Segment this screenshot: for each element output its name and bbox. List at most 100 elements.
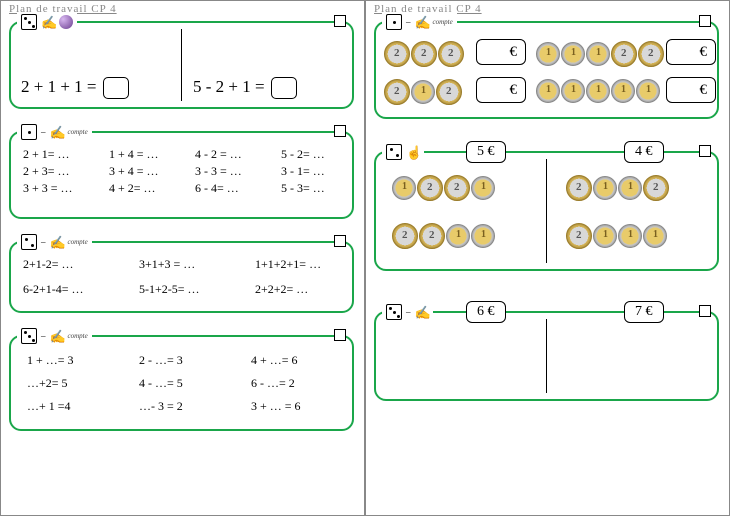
coin-2euro-icon (566, 223, 592, 249)
die-3-icon (386, 304, 402, 320)
euro-symbol: € (510, 82, 518, 99)
euro-answer-box[interactable]: € (666, 77, 716, 103)
coin-1euro-icon (536, 79, 560, 103)
eq: 3+1+3 = … (139, 257, 247, 272)
section-header: ☝ (382, 143, 424, 161)
die-2-icon (386, 144, 402, 160)
coin-2euro-icon (566, 175, 592, 201)
coin-1euro-icon (586, 42, 610, 66)
eq-text: 2 + 1 + 1 = (21, 77, 97, 96)
coin-2euro-icon (611, 41, 637, 67)
section-fill-blanks: – ✍ compte 1 + …= 3 2 - …= 3 4 + …= 6 …+… (9, 335, 354, 431)
price-tag-1: 6 € (466, 301, 506, 323)
coin-1euro-icon (446, 224, 470, 248)
coin-1euro-icon (586, 79, 610, 103)
price-tag-1: 5 € (466, 141, 506, 163)
page-left: Plan de travail CP 4 ✍ 2 + 1 + 1 = 5 - 2… (0, 0, 365, 516)
section-header: – ✍ compte (17, 123, 92, 141)
coin-1euro-icon (593, 176, 617, 200)
dash: – (406, 17, 411, 27)
eq: 6-2+1-4= … (23, 282, 131, 297)
eq: 5 - 3= … (281, 181, 359, 196)
coin-1euro-icon (593, 224, 617, 248)
coin-2euro-icon (384, 41, 410, 67)
coin-2euro-icon (411, 41, 437, 67)
coin-row (566, 223, 667, 249)
coin-2euro-icon (417, 175, 443, 201)
coin-1euro-icon (536, 42, 560, 66)
section-price-coins: ☝ 5 € 4 € (374, 151, 719, 271)
checkbox[interactable] (699, 15, 711, 27)
eq: …+ 1 =4 (27, 399, 131, 414)
eq: 6 - …= 2 (251, 376, 355, 391)
coin-2euro-icon (392, 223, 418, 249)
coin-row (392, 223, 495, 249)
sphere-icon (59, 15, 73, 29)
coin-2euro-icon (643, 175, 669, 201)
eq: 3 - 1= … (281, 164, 359, 179)
coin-2euro-icon (384, 79, 410, 105)
equation-2: 5 - 2 + 1 = (193, 77, 297, 99)
equation-grid: 2 + 1= … 1 + 4 = … 4 - 2 = … 5 - 2= … 2 … (23, 147, 359, 196)
euro-answer-box[interactable]: € (476, 39, 526, 65)
section-header: ✍ (17, 13, 77, 31)
coin-1euro-icon (411, 80, 435, 104)
checkbox[interactable] (699, 305, 711, 317)
hand-icon: ✍ (50, 329, 64, 343)
dash: – (41, 127, 46, 137)
coin-1euro-icon (471, 176, 495, 200)
section-coin-count: – ✍ compte € € € (374, 21, 719, 119)
divider (546, 319, 547, 393)
section-header: – ✍ (382, 303, 433, 321)
eq: 1+1+2+1= … (255, 257, 363, 272)
section-header: – ✍ compte (382, 13, 457, 31)
eq: 5-1+2-5= … (139, 282, 247, 297)
coin-group-2 (536, 41, 664, 67)
eq: 2 + 1= … (23, 147, 101, 162)
eq: 3 + 3 = … (23, 181, 101, 196)
coin-1euro-icon (636, 79, 660, 103)
hand-icon: ✍ (50, 125, 64, 139)
eq: 1 + 4 = … (109, 147, 187, 162)
coin-1euro-icon (611, 79, 635, 103)
point-hand-icon: ☝ (406, 145, 420, 159)
dash: – (41, 331, 46, 341)
checkbox[interactable] (334, 235, 346, 247)
complete-label: compte (68, 128, 88, 136)
die-1-icon (386, 14, 402, 30)
euro-answer-box[interactable]: € (476, 77, 526, 103)
eq: 4 - …= 5 (139, 376, 243, 391)
checkbox[interactable] (334, 15, 346, 27)
eq: …+2= 5 (27, 376, 131, 391)
euro-answer-box[interactable]: € (666, 39, 716, 65)
eq: 3 + 4 = … (109, 164, 187, 179)
coin-1euro-icon (643, 224, 667, 248)
coin-2euro-icon (638, 41, 664, 67)
hand-icon: ✍ (50, 235, 64, 249)
coin-2euro-icon (438, 41, 464, 67)
page-right: Plan de travail CP 4 – ✍ compte € € (365, 0, 730, 516)
eq: 2+1-2= … (23, 257, 131, 272)
answer-box[interactable] (103, 77, 129, 99)
eq-text: 5 - 2 + 1 = (193, 77, 265, 96)
section-fill-simple: – ✍ compte 2 + 1= … 1 + 4 = … 4 - 2 = … … (9, 131, 354, 219)
answer-box[interactable] (271, 77, 297, 99)
die-1-icon (21, 124, 37, 140)
coin-1euro-icon (561, 79, 585, 103)
checkbox[interactable] (334, 329, 346, 341)
coin-1euro-icon (392, 176, 416, 200)
coin-2euro-icon (419, 223, 445, 249)
divider (546, 159, 547, 263)
coin-group-3 (384, 79, 462, 105)
checkbox[interactable] (699, 145, 711, 157)
die-3-icon (21, 328, 37, 344)
equation-grid: 1 + …= 3 2 - …= 3 4 + …= 6 …+2= 5 4 - …=… (27, 353, 355, 414)
coin-group-4 (536, 79, 660, 103)
euro-symbol: € (700, 44, 708, 61)
checkbox[interactable] (334, 125, 346, 137)
section-header: – ✍ compte (17, 233, 92, 251)
coin-1euro-icon (618, 224, 642, 248)
eq: 2 + 3= … (23, 164, 101, 179)
eq: 6 - 4= … (195, 181, 273, 196)
coin-row (566, 175, 669, 201)
